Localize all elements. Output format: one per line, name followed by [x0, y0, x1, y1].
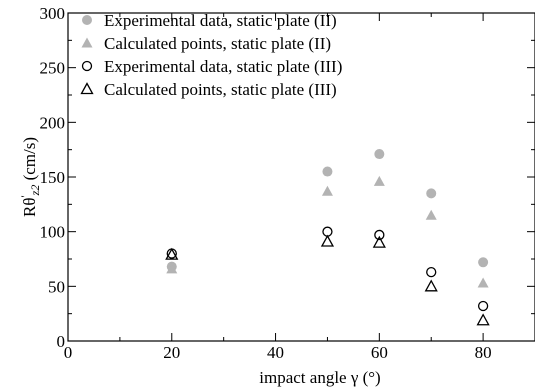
data-point-series-1 — [426, 188, 436, 198]
x-tick-label: 40 — [267, 343, 284, 362]
x-tick-label: 80 — [475, 343, 492, 362]
data-point-series-2 — [426, 210, 437, 220]
x-tick-label: 60 — [371, 343, 388, 362]
y-tick-label: 0 — [57, 332, 66, 351]
legend: Experimental data, static plate (II) Calc… — [82, 11, 343, 99]
legend-marker-series-3 — [83, 62, 92, 71]
data-points — [166, 149, 488, 325]
legend-label-series-1: Experimental data, static plate (II) — [104, 11, 337, 30]
data-point-series-4 — [374, 237, 385, 247]
data-point-series-4 — [478, 315, 489, 325]
x-tick-label: 0 — [64, 343, 73, 362]
y-tick-label: 300 — [40, 4, 66, 23]
x-axis-label: impact angle γ (°) — [259, 368, 380, 387]
data-point-series-1 — [374, 149, 384, 159]
y-tick-label: 250 — [40, 59, 66, 78]
data-point-series-4 — [426, 281, 437, 291]
y-axis-label-sub: z2 — [28, 185, 42, 197]
data-point-series-1 — [322, 167, 332, 177]
y-axis-label-unit: (cm/s) — [20, 137, 39, 185]
data-point-series-3 — [479, 302, 488, 311]
data-point-series-2 — [374, 176, 385, 186]
data-point-series-4 — [322, 236, 333, 246]
legend-marker-series-2 — [82, 38, 93, 48]
y-tick-label: 200 — [40, 113, 66, 132]
y-axis-label: Rθ'z2 (cm/s) — [18, 137, 42, 217]
y-tick-label: 150 — [40, 168, 66, 187]
legend-marker-series-1 — [82, 15, 92, 25]
legend-label-series-4: Calculated points, static plate (III) — [104, 80, 337, 99]
y-tick-label: 100 — [40, 223, 66, 242]
legend-label-series-2: Calculated points, static plate (II) — [104, 34, 331, 53]
x-tick-label: 20 — [163, 343, 180, 362]
y-tick-label: 50 — [48, 277, 65, 296]
legend-marker-series-4 — [82, 84, 93, 94]
data-point-series-2 — [478, 278, 489, 288]
y-axis-label-main: Rθ — [20, 198, 39, 217]
data-point-series-3 — [427, 268, 436, 277]
legend-label-series-3: Experimental data, static plate (III) — [104, 57, 342, 76]
data-point-series-1 — [478, 257, 488, 267]
data-point-series-2 — [322, 186, 333, 196]
